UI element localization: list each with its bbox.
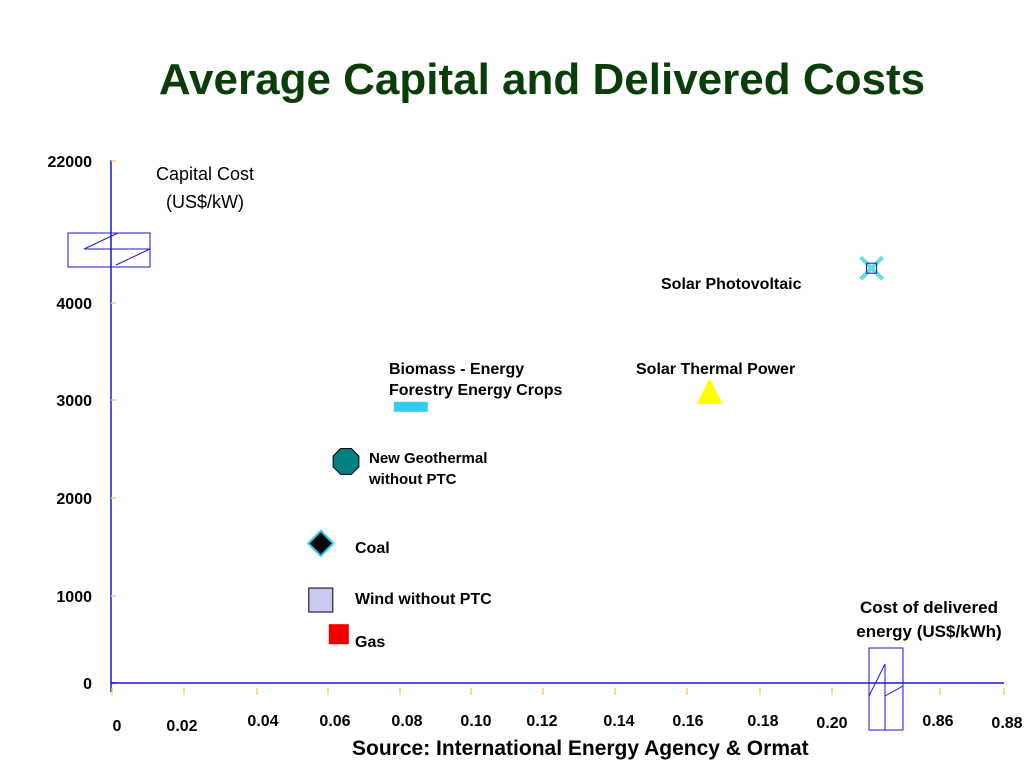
solar-thermal-power-label: Solar Thermal Power	[636, 361, 795, 378]
y-tick-label: 2000	[56, 491, 92, 508]
biomass-energy-forestry-energy-crops-marker	[393, 401, 428, 412]
solar-photovoltaic-label: Solar Photovoltaic	[661, 276, 802, 293]
solar-photovoltaic-marker-center	[866, 262, 878, 274]
y-axis-title-line1: Capital Cost	[156, 164, 254, 184]
biomass-energy-forestry-energy-crops-label: Biomass - Energy	[389, 361, 524, 378]
source-note: Source: International Energy Agency & Or…	[352, 737, 809, 760]
coal-marker	[309, 532, 332, 555]
x-tick-label: 0.10	[460, 713, 491, 730]
x-tick-label: 0.06	[319, 713, 350, 730]
y-axis-break-box	[67, 232, 151, 268]
x-tick-label: 0.12	[526, 713, 557, 730]
y-tick-label: 0	[83, 676, 92, 693]
point-labels: Gas Wind without PTC Coal New Geothermal wit…	[355, 276, 802, 651]
ticks: 0 1000 2000 3000 4000 22000 0 0.02 0.04 0.06 0.08 0…	[48, 154, 1023, 735]
y-axis-title-line2: (US$/kW)	[166, 192, 244, 212]
x-tick-label: 0	[113, 718, 122, 735]
y-tick-label: 4000	[56, 296, 92, 313]
axes	[67, 160, 1004, 731]
data-marks	[306, 255, 885, 645]
chart-title: Average Capital and Delivered Costs	[158, 55, 926, 104]
x-tick-label: 0.04	[247, 713, 278, 730]
biomass-energy-forestry-energy-crops-label: Forestry Energy Crops	[389, 382, 562, 399]
coal-label: Coal	[355, 540, 390, 557]
wind-without-ptc-marker	[308, 587, 334, 613]
x-tick-label: 0.18	[747, 713, 778, 730]
x-tick-label: 0.86	[922, 713, 953, 730]
new-geothermal-without-ptc-marker	[332, 448, 360, 475]
x-axis-break-zigzag	[868, 663, 904, 730]
solar-thermal-power-marker	[696, 378, 723, 405]
solar-photovoltaic-marker	[859, 255, 885, 281]
x-tick-label: 0.16	[672, 713, 703, 730]
x-axis-title-line1: Cost of delivered	[860, 598, 998, 617]
x-tick-label: 0.20	[816, 715, 847, 732]
gas-label: Gas	[355, 634, 385, 651]
x-tick-label: 0.02	[166, 718, 197, 735]
gas-marker	[328, 624, 349, 645]
y-tick-label: 1000	[56, 589, 92, 606]
y-tick-label: 22000	[48, 154, 93, 171]
y-tick-label: 3000	[56, 393, 92, 410]
x-axis-break-box	[868, 647, 904, 731]
y-axis-break-zigzag	[83, 232, 151, 266]
wind-without-ptc-label: Wind without PTC	[355, 591, 492, 608]
x-axis-title-line2: energy (US$/kWh)	[856, 622, 1001, 641]
new-geothermal-without-ptc-label: New Geothermal	[369, 450, 487, 467]
x-tick-label: 0.08	[391, 713, 422, 730]
x-tick-label: 0.14	[603, 713, 634, 730]
new-geothermal-without-ptc-label: without PTC	[368, 471, 457, 488]
x-tick-label: 0.88	[991, 715, 1022, 732]
